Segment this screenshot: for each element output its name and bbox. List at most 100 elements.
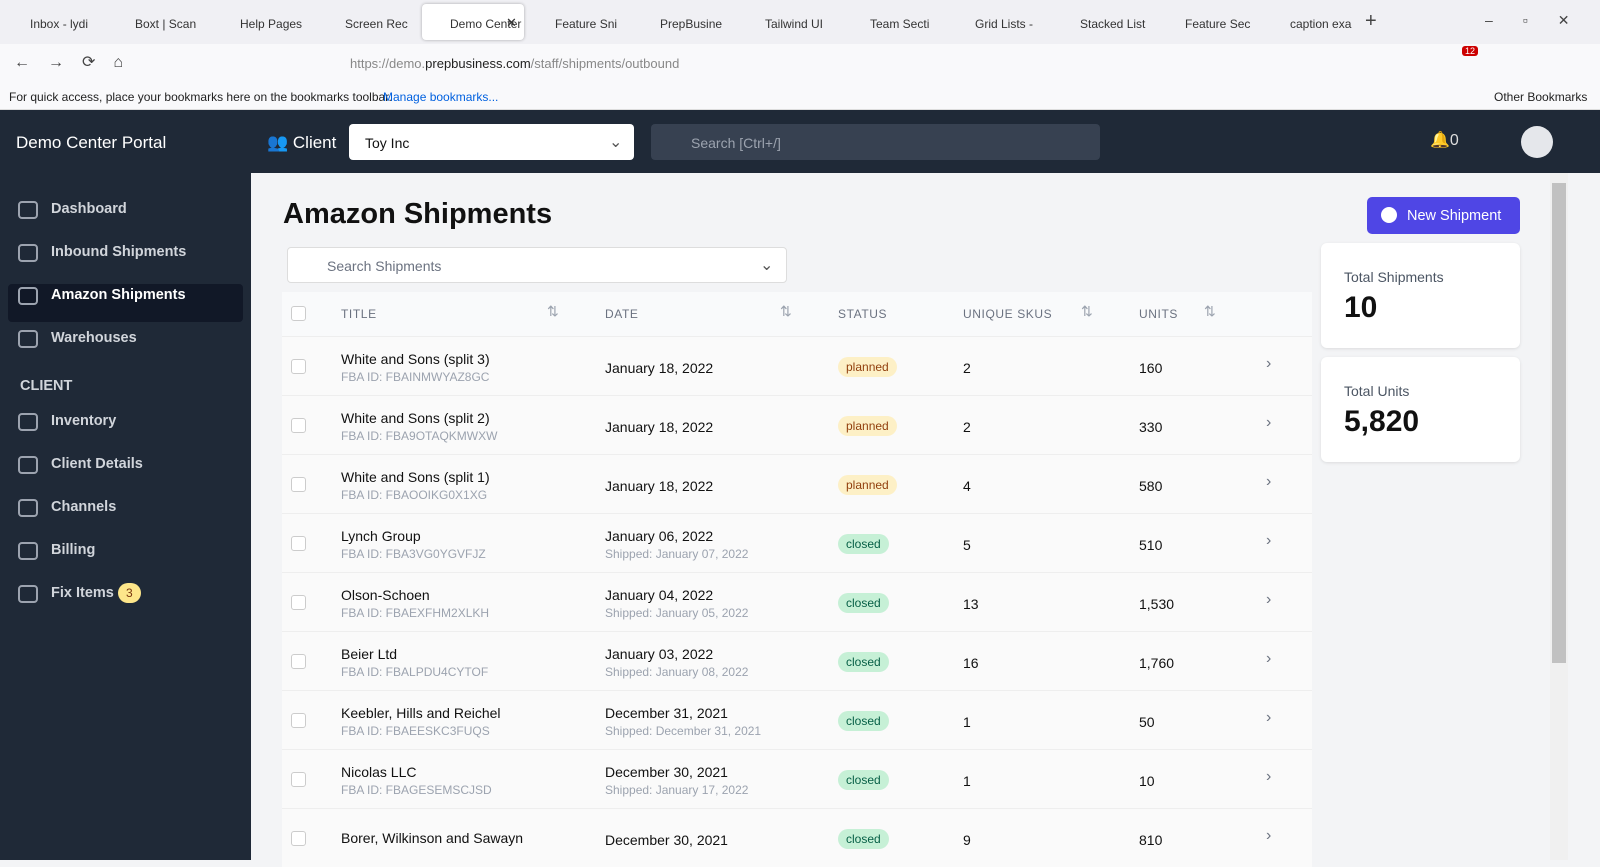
nav-item[interactable]: Dashboard — [51, 201, 127, 217]
other-bookmarks[interactable]: Other Bookmarks — [1494, 90, 1588, 104]
new-tab[interactable]: + — [1365, 10, 1377, 32]
bookmarks-hint: For quick access, place your bookmarks h… — [9, 90, 392, 104]
sort-icon[interactable]: ⇅ — [780, 303, 792, 319]
fba-id: FBA ID: FBAEESKC3FUQS — [341, 724, 490, 738]
unique-skus: 16 — [963, 655, 979, 671]
table-row[interactable]: White and Sons (split 1) FBA ID: FBAOOIKG… — [282, 454, 1312, 513]
units: 580 — [1139, 478, 1163, 494]
row-chevron[interactable]: › — [1266, 532, 1272, 549]
row-chevron[interactable]: › — [1266, 768, 1272, 785]
row-checkbox[interactable] — [291, 477, 306, 492]
notifications[interactable]: 🔔0 — [1430, 132, 1459, 149]
bookmarks-link[interactable]: Manage bookmarks... — [383, 90, 499, 104]
table-row[interactable]: Olson-Schoen FBA ID: FBAEXFHM2XLKH January… — [282, 572, 1312, 631]
fba-id: FBA ID: FBAGESEMSCJSD — [341, 783, 492, 797]
browser-tab[interactable]: Screen Rec — [345, 17, 408, 31]
nav-icon — [18, 244, 38, 262]
column-header[interactable]: UNIQUE SKUS — [963, 307, 1053, 321]
row-checkbox[interactable] — [291, 713, 306, 728]
window-controls[interactable]: –▫✕ — [1485, 12, 1600, 28]
row-checkbox[interactable] — [291, 831, 306, 846]
global-search[interactable]: Search [Ctrl+/] — [651, 124, 1100, 160]
row-checkbox[interactable] — [291, 418, 306, 433]
client-select[interactable]: Toy Inc ⌄ — [349, 124, 634, 160]
browser-tab[interactable]: Help Pages — [240, 17, 303, 31]
units: 330 — [1139, 419, 1163, 435]
row-chevron[interactable]: › — [1266, 473, 1272, 490]
browser-tab[interactable]: Tailwind UI — [765, 17, 824, 31]
url-bar[interactable]: https://demo.prepbusiness.com/staff/ship… — [260, 48, 1200, 78]
stat-card: Total Units 5,820 — [1321, 357, 1520, 462]
unique-skus: 2 — [963, 360, 971, 376]
browser-tab[interactable]: Stacked List — [1080, 17, 1146, 31]
shipment-date: January 18, 2022 — [605, 419, 714, 435]
nav-bar: ←→⟳⌂ https://demo.prepbusiness.com/staff… — [0, 44, 1600, 82]
browser-tab[interactable]: Team Secti — [870, 17, 930, 31]
table-row[interactable]: White and Sons (split 3) FBA ID: FBAINMWY… — [282, 336, 1312, 395]
table-row[interactable]: White and Sons (split 2) FBA ID: FBA9OTAQ… — [282, 395, 1312, 454]
nav-item[interactable]: Billing — [51, 542, 96, 558]
status-badge: closed — [838, 829, 889, 849]
row-chevron[interactable]: › — [1266, 355, 1272, 372]
shipment-title: Olson-Schoen — [341, 587, 430, 603]
nav-item[interactable]: Fix Items — [51, 585, 114, 601]
shipment-title: Borer, Wilkinson and Sawayn — [341, 830, 524, 846]
sort-icon[interactable]: ⇅ — [547, 303, 559, 319]
column-header[interactable]: UNITS — [1139, 307, 1178, 321]
row-chevron[interactable]: › — [1266, 827, 1272, 844]
row-chevron[interactable]: › — [1266, 650, 1272, 667]
row-checkbox[interactable] — [291, 654, 306, 669]
avatar[interactable] — [1521, 126, 1553, 158]
browser-tab[interactable]: PrepBusine — [660, 17, 723, 31]
nav-item[interactable]: Client Details — [51, 456, 143, 472]
browser-tab[interactable]: Feature Sec — [1185, 17, 1251, 31]
shipped-date: Shipped: January 05, 2022 — [605, 606, 749, 620]
page-title: Amazon Shipments — [283, 198, 553, 230]
column-header[interactable]: STATUS — [838, 307, 888, 321]
table-row[interactable]: Borer, Wilkinson and Sawayn December 30, … — [282, 808, 1312, 867]
nav-buttons[interactable]: ←→⟳⌂ — [14, 54, 142, 71]
row-checkbox[interactable] — [291, 595, 306, 610]
column-header[interactable]: DATE — [605, 307, 639, 321]
stat-label: Total Shipments — [1344, 269, 1444, 285]
nav-item[interactable]: Inventory — [51, 413, 117, 429]
browser-tab[interactable]: Boxt | Scan — [135, 17, 197, 31]
browser-tab[interactable]: Inbox - lydi — [30, 17, 89, 31]
stat-value: 10 — [1344, 291, 1378, 324]
table-row[interactable]: Lynch Group FBA ID: FBA3VG0YGVFJZ January … — [282, 513, 1312, 572]
browser-tab[interactable]: Feature Sni — [555, 17, 618, 31]
client-label: 👥 Client — [267, 133, 337, 152]
browser-tab[interactable]: caption exa — [1290, 17, 1352, 31]
browser-tab[interactable]: Grid Lists - — [975, 17, 1034, 31]
table-row[interactable]: Keebler, Hills and Reichel FBA ID: FBAEES… — [282, 690, 1312, 749]
select-all[interactable] — [291, 306, 306, 321]
table-row[interactable]: Nicolas LLC FBA ID: FBAGESEMSCJSD December… — [282, 749, 1312, 808]
row-chevron[interactable]: › — [1266, 591, 1272, 608]
column-header[interactable]: TITLE — [341, 307, 377, 321]
table-row[interactable]: Beier Ltd FBA ID: FBALPDU4CYTOF January 03… — [282, 631, 1312, 690]
nav-item[interactable]: Channels — [51, 499, 117, 515]
new-shipment-button[interactable]: New Shipment — [1367, 197, 1520, 234]
shipment-date: December 31, 2021 — [605, 705, 728, 721]
sort-icon[interactable]: ⇅ — [1204, 303, 1216, 319]
scrollbar[interactable] — [1550, 173, 1568, 860]
nav-item[interactable]: Inbound Shipments — [51, 244, 187, 260]
row-chevron[interactable]: › — [1266, 709, 1272, 726]
units: 10 — [1139, 773, 1155, 789]
status-badge: planned — [838, 357, 897, 377]
row-chevron[interactable]: › — [1266, 414, 1272, 431]
nav-item[interactable]: Amazon Shipments — [51, 287, 186, 303]
active-highlight — [8, 284, 243, 322]
shipment-title: White and Sons (split 1) — [341, 469, 490, 485]
row-checkbox[interactable] — [291, 536, 306, 551]
sort-icon[interactable]: ⇅ — [1081, 303, 1093, 319]
shipment-title: Beier Ltd — [341, 646, 398, 662]
nav-item[interactable]: Warehouses — [51, 330, 137, 346]
browser-tab[interactable]: Demo Center ✕ — [422, 4, 524, 40]
row-checkbox[interactable] — [291, 359, 306, 374]
shipment-search[interactable]: Search Shipments ⌄ — [287, 247, 787, 283]
fba-id: FBA ID: FBALPDU4CYTOF — [341, 665, 489, 679]
nav-icon — [18, 585, 38, 603]
row-checkbox[interactable] — [291, 772, 306, 787]
